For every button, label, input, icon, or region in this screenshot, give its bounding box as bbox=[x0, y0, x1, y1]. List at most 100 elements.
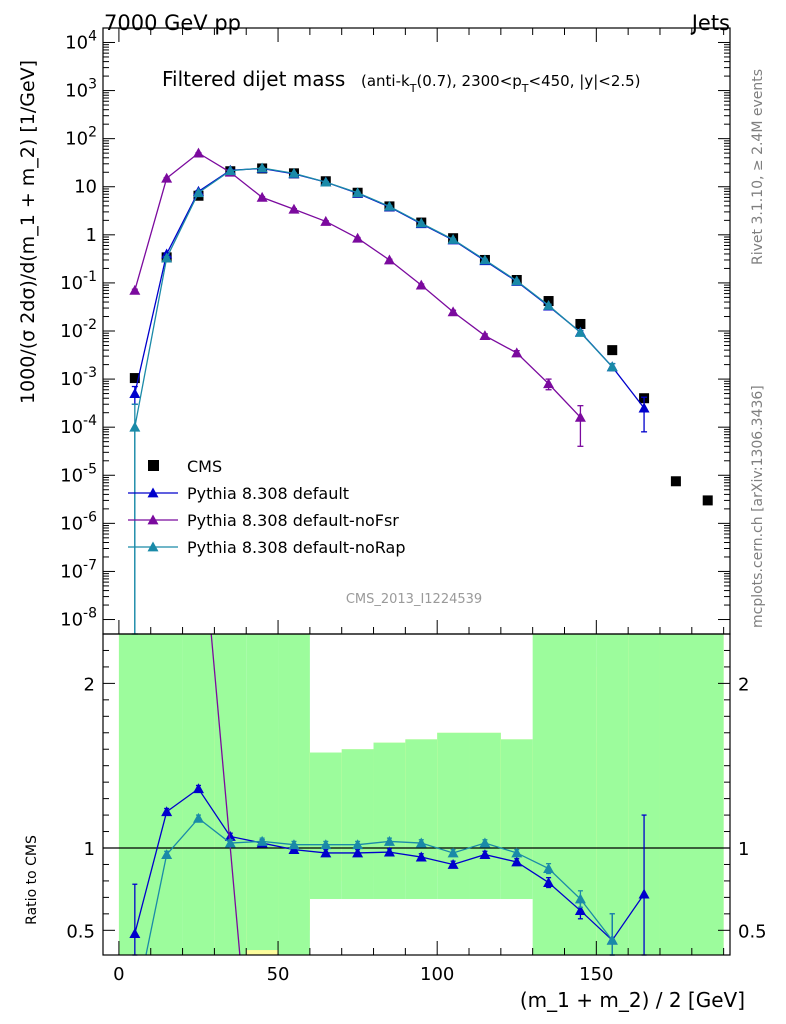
marker-norap-6 bbox=[320, 176, 332, 187]
subtitle-sub-t1: T bbox=[409, 82, 417, 95]
legend-label-3: Pythia 8.308 default-noRap bbox=[187, 538, 405, 557]
marker-norap-15 bbox=[606, 361, 618, 372]
marker-nofsr-7 bbox=[352, 232, 364, 243]
marker-nofsr-10 bbox=[447, 306, 459, 317]
tick-label-base: 10 bbox=[65, 32, 88, 53]
marker-cms-15 bbox=[607, 345, 618, 356]
legend: CMS Pythia 8.308 default Pythia 8.308 defa… bbox=[128, 457, 405, 557]
marker-nofsr-5 bbox=[288, 203, 300, 214]
x-tick-label-2: 100 bbox=[420, 964, 454, 985]
tick-label-base: 10 bbox=[60, 610, 83, 631]
band-green-6 bbox=[341, 749, 374, 900]
upper-plot bbox=[129, 147, 713, 635]
ratio-marker-default-11 bbox=[479, 849, 491, 859]
tick-label-exponent: -6 bbox=[83, 509, 97, 525]
tick-label-exponent: 2 bbox=[88, 125, 97, 141]
ratio-ytick-label-0: 0.5 bbox=[66, 921, 95, 942]
tick-label-base: 10 bbox=[65, 129, 88, 150]
tick-label-base: 10 bbox=[60, 273, 83, 294]
ratio-marker-default-0 bbox=[129, 928, 141, 938]
marker-nofsr-9 bbox=[415, 279, 427, 290]
band-green-10 bbox=[469, 732, 501, 900]
ratio-marker-norap-12 bbox=[543, 863, 555, 873]
legend-marker-3 bbox=[147, 541, 159, 552]
upper-ytick-label-6: 10-2 bbox=[60, 317, 97, 342]
marker-nofsr-13 bbox=[543, 378, 555, 389]
band-green-14 bbox=[596, 634, 629, 955]
marker-nofsr-12 bbox=[511, 347, 523, 358]
ratio-marker-default-7 bbox=[352, 847, 364, 858]
subtitle-part-2: (0.7), 2300<p bbox=[416, 72, 521, 90]
ratio-ytick-label-2: 2 bbox=[84, 674, 95, 695]
tick-label-exponent: 3 bbox=[88, 77, 97, 93]
band-green-2 bbox=[214, 634, 247, 955]
ratio-marker-norap-11 bbox=[511, 847, 523, 858]
ratio-marker-default-2 bbox=[192, 783, 204, 794]
tick-label-base: 10 bbox=[60, 465, 83, 486]
ratio-marker-default-16 bbox=[638, 888, 650, 899]
band-green-8 bbox=[405, 739, 438, 900]
marker-norap-13 bbox=[543, 299, 555, 310]
tick-label-exponent: -7 bbox=[83, 557, 97, 573]
marker-nofsr-1 bbox=[161, 172, 173, 183]
marker-norap-3 bbox=[224, 165, 236, 176]
legend-label-1: Pythia 8.308 default bbox=[187, 484, 349, 503]
analysis-id: CMS_2013_I1224539 bbox=[346, 592, 482, 607]
marker-norap-2 bbox=[192, 187, 204, 198]
legend-marker-1 bbox=[147, 487, 159, 498]
marker-norap-11 bbox=[479, 254, 491, 265]
upper-ytick-label-4: 10-4 bbox=[60, 413, 97, 438]
ratio-ytick-label-right-0: 0.5 bbox=[738, 921, 767, 942]
ratio-marker-default-9 bbox=[415, 851, 427, 862]
marker-norap-7 bbox=[352, 187, 364, 198]
band-green-9 bbox=[437, 732, 470, 900]
upper-ytick-label-8: 1 bbox=[86, 225, 97, 246]
ratio-marker-norap-14 bbox=[606, 934, 618, 945]
plot-subtitle: (anti-kT(0.7), 2300<pT<450, |y|<2.5) bbox=[361, 72, 641, 95]
tick-label-base: 10 bbox=[60, 369, 83, 390]
marker-norap-9 bbox=[415, 217, 427, 228]
band-green-16 bbox=[659, 634, 724, 955]
upper-ytick-label-9: 10 bbox=[74, 177, 97, 198]
ratio-ytick-label-1: 1 bbox=[84, 839, 95, 860]
marker-norap-1 bbox=[161, 252, 173, 263]
band-green-11 bbox=[500, 739, 533, 900]
ratio-marker-norap-3 bbox=[256, 835, 268, 846]
marker-cms-0 bbox=[129, 373, 140, 384]
marker-nofsr-8 bbox=[383, 254, 395, 265]
subtitle-part-3: <450, |y|<2.5) bbox=[529, 72, 641, 90]
band-green-4 bbox=[278, 634, 310, 955]
tick-label-base: 10 bbox=[60, 561, 83, 582]
marker-norap-4 bbox=[256, 162, 268, 173]
mcplots-label: mcplots.cern.ch [arXiv:1306.3436] bbox=[750, 385, 766, 628]
lower-frame bbox=[102, 633, 731, 956]
tick-label-exponent: -1 bbox=[83, 269, 97, 285]
tick-label-exponent: -5 bbox=[83, 461, 97, 477]
upper-ytick-label-2: 10-6 bbox=[60, 509, 97, 534]
marker-norap-12 bbox=[511, 275, 523, 286]
upper-ytick-label-10: 102 bbox=[65, 125, 97, 150]
ratio-line-norap-lead bbox=[145, 854, 168, 956]
upper-ytick-label-11: 103 bbox=[65, 77, 97, 102]
marker-default-0 bbox=[129, 388, 141, 398]
tick-label-exponent: -4 bbox=[83, 413, 97, 429]
x-tick-label-1: 50 bbox=[267, 964, 290, 985]
marker-norap-14 bbox=[574, 327, 586, 337]
ratio-marker-norap-13 bbox=[574, 893, 586, 904]
header-left: 7000 GeV pp bbox=[104, 11, 241, 35]
ratio-line-nofsr bbox=[210, 633, 241, 956]
marker-nofsr-6 bbox=[320, 215, 332, 226]
plot-title: Filtered dijet mass bbox=[162, 67, 345, 91]
ratio-marker-default-1 bbox=[161, 806, 173, 817]
upper-ytick-label-7: 10-1 bbox=[60, 269, 97, 294]
upper-ytick-label-12: 104 bbox=[65, 28, 97, 53]
tick-label-base: 10 bbox=[60, 417, 83, 438]
rivet-label: Rivet 3.1.10, ≥ 2.4M events bbox=[750, 69, 766, 265]
ratio-marker-norap-7 bbox=[383, 835, 395, 846]
tick-label-exponent: -2 bbox=[83, 317, 97, 333]
legend-label-0: CMS bbox=[187, 457, 222, 476]
band-green-3 bbox=[246, 634, 279, 951]
line-norap bbox=[134, 167, 613, 634]
tick-label-base: 10 bbox=[65, 81, 88, 102]
